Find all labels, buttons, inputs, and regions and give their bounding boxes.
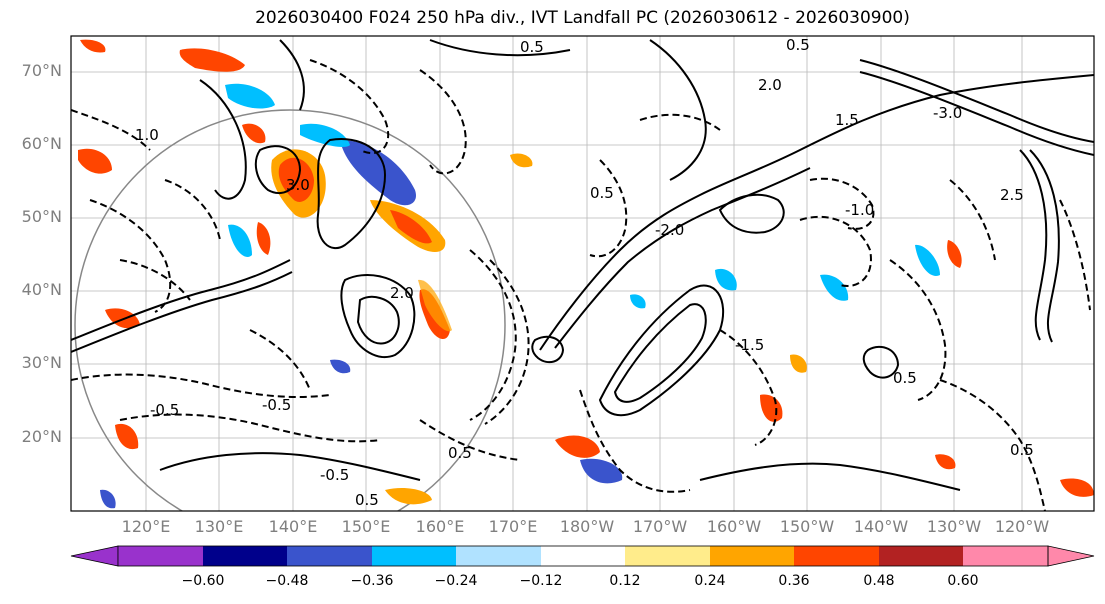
colorbar-swatch xyxy=(203,546,287,566)
colorbar-min-arrow xyxy=(70,545,119,567)
colorbar-frame xyxy=(117,545,1049,567)
colorbar-swatch xyxy=(372,546,456,566)
colorbar-tick: 0.36 xyxy=(778,573,810,589)
contour-labels: -0.5 0.5 0.5 2.0 -2.0 3.0 2.0 0.5 0.5 -3… xyxy=(135,36,1034,509)
map-frame xyxy=(70,35,1095,512)
lat-label-40n: 40°N xyxy=(21,280,62,299)
lon-label-130e: 130°E xyxy=(194,517,244,536)
contour-label: 2.0 xyxy=(390,284,414,302)
range-circle xyxy=(74,109,506,511)
lon-label-150e: 150°E xyxy=(341,517,391,536)
divergence-fill xyxy=(78,39,1094,509)
lon-label-140e: 140°E xyxy=(268,517,318,536)
colorbar-swatch xyxy=(118,546,203,566)
colorbar-tick: 0.60 xyxy=(947,573,979,589)
contour-label: 0.5 xyxy=(893,369,917,387)
colorbar-swatch xyxy=(287,546,372,566)
lat-label-70n: 70°N xyxy=(21,61,62,80)
contour-label: 1.0 xyxy=(135,126,159,144)
colorbar-tick: 0.48 xyxy=(863,573,895,589)
colorbar-tick: −0.36 xyxy=(350,573,394,589)
lat-label-60n: 60°N xyxy=(21,134,62,153)
lon-label-120e: 120°E xyxy=(121,517,171,536)
contour-label: 0.5 xyxy=(1010,441,1034,459)
contour-label: -0.5 xyxy=(262,396,291,414)
lon-label-120w: 120°W xyxy=(994,517,1050,536)
lon-label-170e: 170°E xyxy=(488,517,538,536)
colorbar-tick: −0.60 xyxy=(181,573,225,589)
contour-label: 1.5 xyxy=(835,111,859,129)
lat-label-50n: 50°N xyxy=(21,207,62,226)
contour-label: -1.5 xyxy=(735,336,764,354)
contour-label: 2.5 xyxy=(1000,186,1024,204)
colorbar-tick: 0.12 xyxy=(609,573,641,589)
lat-label-20n: 20°N xyxy=(21,427,62,446)
lon-label-140w: 140°W xyxy=(853,517,909,536)
colorbar-swatch xyxy=(794,546,879,566)
lon-label-170w: 170°W xyxy=(632,517,688,536)
contour-lines-negative xyxy=(71,59,1091,511)
colorbar-swatch xyxy=(456,546,541,566)
colorbar-swatch xyxy=(625,546,710,566)
colorbar-swatch xyxy=(710,546,794,566)
contour-label: -3.0 xyxy=(933,104,962,122)
colorbar-tick: 0.24 xyxy=(694,573,726,589)
lon-label-180w: 180°W xyxy=(559,517,615,536)
colorbar-max-arrow xyxy=(1047,545,1095,567)
colorbar-tick: −0.48 xyxy=(265,573,309,589)
contour-label: -2.0 xyxy=(655,221,684,239)
lon-label-160w: 160°W xyxy=(706,517,762,536)
lon-label-150w: 150°W xyxy=(779,517,835,536)
contour-label: 0.5 xyxy=(520,38,544,56)
map-title: 2026030400 F024 250 hPa div., IVT Landfa… xyxy=(255,8,910,28)
contour-label: 0.5 xyxy=(355,491,379,509)
lon-label-160e: 160°E xyxy=(415,517,465,536)
colorbar-swatch xyxy=(963,546,1048,566)
contour-label: 0.5 xyxy=(590,184,614,202)
contour-label: 3.0 xyxy=(286,176,310,194)
colorbar-swatch xyxy=(879,546,963,566)
lon-label-130w: 130°W xyxy=(926,517,982,536)
colorbar xyxy=(70,545,1095,567)
colorbar-tick: −0.12 xyxy=(519,573,563,589)
contour-lines-positive xyxy=(71,39,1094,491)
colorbar-swatch xyxy=(541,546,625,566)
contour-label: 0.5 xyxy=(786,36,810,54)
lat-label-30n: 30°N xyxy=(21,353,62,372)
contour-label: -1.0 xyxy=(845,201,874,219)
contour-label: -0.5 xyxy=(150,401,179,419)
graticule xyxy=(71,36,1094,511)
contour-label: -0.5 xyxy=(320,466,349,484)
contour-label: 0.5 xyxy=(448,444,472,462)
contour-label: 2.0 xyxy=(758,76,782,94)
colorbar-tick: −0.24 xyxy=(434,573,478,589)
